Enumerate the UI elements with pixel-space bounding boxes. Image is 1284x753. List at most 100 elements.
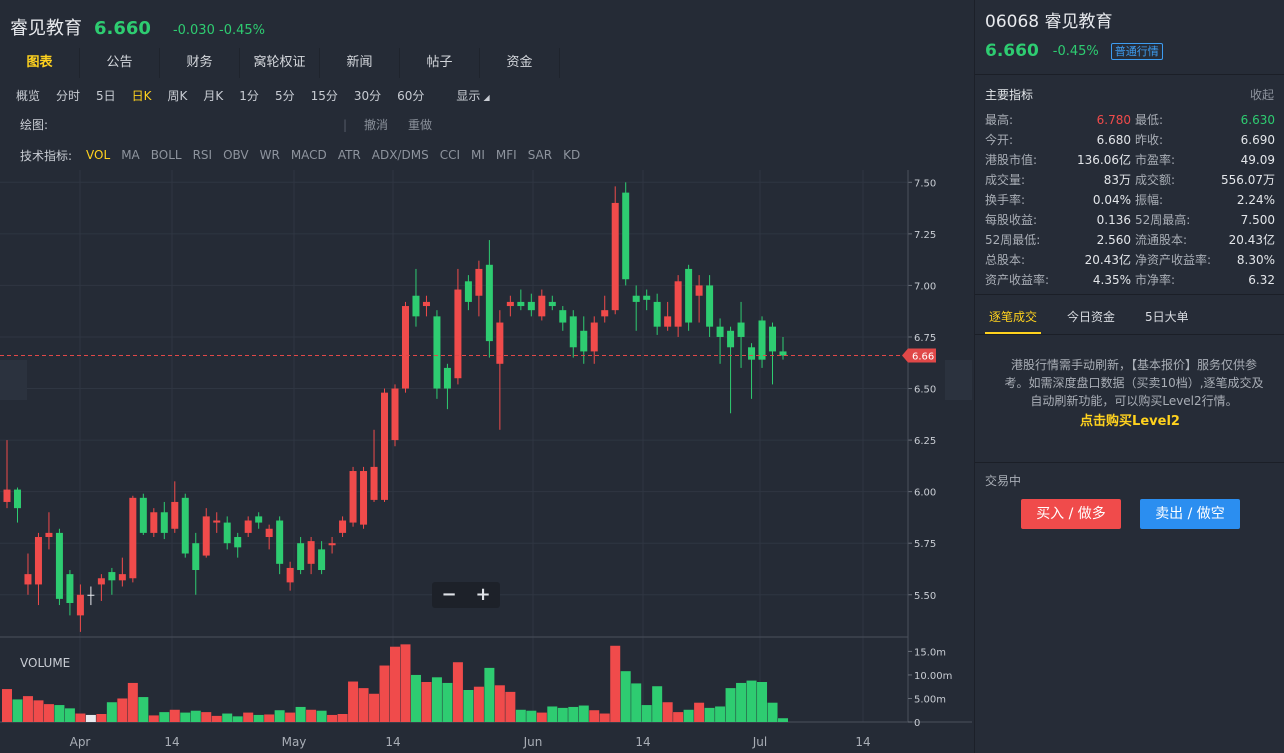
- candle-body: [569, 316, 577, 348]
- period-9[interactable]: 30分: [353, 88, 382, 103]
- quote-type-badge[interactable]: 普通行情: [1110, 42, 1163, 60]
- redo-button[interactable]: 重做: [408, 118, 433, 132]
- period-10[interactable]: 60分: [397, 88, 425, 103]
- period-4[interactable]: 周K: [167, 88, 188, 103]
- tab-6[interactable]: 资金: [480, 48, 560, 78]
- period-2[interactable]: 5日: [96, 88, 116, 103]
- candle-body: [370, 466, 378, 500]
- current-price-label: 6.66: [912, 352, 934, 363]
- metric-row: 52周最低: 2.560 流通股本: 20.43亿: [985, 233, 1275, 247]
- indicator-macd[interactable]: MACD: [290, 148, 327, 162]
- candle-body: [307, 541, 315, 564]
- metric-row: 资产收益率: 4.35% 市净率: 6.32: [985, 273, 1275, 287]
- price-row: 6.660 -0.45% 普通行情: [985, 41, 1163, 61]
- volume-bar: [494, 685, 505, 722]
- indicator-mfi[interactable]: MFI: [495, 148, 517, 162]
- metrics-table: 最高: 6.780 最低: 6.630 今开: 6.680 昨收: 6.690 港股市值: 136…: [985, 110, 1275, 290]
- volume-label: VOLUME: [20, 656, 70, 670]
- collapse-button[interactable]: 收起: [1249, 88, 1274, 102]
- display-dropdown[interactable]: 显示 ◢: [456, 88, 490, 103]
- buy-button[interactable]: 买入 / 做多: [1021, 499, 1121, 529]
- volume-bar: [568, 706, 579, 722]
- tab-4[interactable]: 新闻: [320, 48, 400, 78]
- candle-body: [318, 549, 326, 571]
- indicator-adx-dms[interactable]: ADX/DMS: [371, 148, 429, 162]
- period-1[interactable]: 分时: [56, 88, 81, 103]
- period-7[interactable]: 5分: [274, 88, 295, 103]
- volume-bar: [578, 705, 589, 722]
- candle-body: [34, 537, 42, 585]
- subtab-0[interactable]: 逐笔成交: [985, 304, 1042, 334]
- scroll-right-handle[interactable]: [945, 360, 972, 400]
- time-tick-label: 14: [385, 735, 400, 749]
- volume-bar: [526, 710, 537, 722]
- scroll-left-handle[interactable]: [0, 360, 27, 400]
- time-tick-label: Apr: [70, 735, 91, 749]
- candle-body: [129, 497, 137, 579]
- volume-bar: [767, 702, 778, 722]
- indicator-kd[interactable]: KD: [563, 148, 581, 162]
- candle-body: [779, 351, 787, 356]
- volume-tick-label: 15.0m: [914, 647, 946, 658]
- period-5[interactable]: 月K: [203, 88, 224, 103]
- subtab-1[interactable]: 今日资金: [1067, 310, 1116, 324]
- subtab-2[interactable]: 5日大单: [1145, 310, 1189, 324]
- draw-toolbar: 绘图: | 撤消 重做: [0, 112, 972, 138]
- time-tick-label: May: [282, 735, 307, 749]
- candle-body: [360, 471, 368, 525]
- tab-2[interactable]: 财务: [160, 48, 240, 78]
- tab-5[interactable]: 帖子: [400, 48, 480, 78]
- tab-3[interactable]: 窝轮权证: [240, 48, 320, 78]
- volume-bar: [610, 645, 621, 722]
- stock-title: 06068 睿见教育: [985, 12, 1113, 32]
- volume-bar: [484, 667, 495, 722]
- candle-body: [716, 326, 724, 337]
- candle-body: [202, 516, 210, 556]
- price-tick-label: 7.00: [914, 281, 936, 292]
- stock-name: 睿见教育: [10, 18, 82, 39]
- period-3[interactable]: 日K: [131, 88, 152, 103]
- period-6[interactable]: 1分: [239, 88, 259, 103]
- price-tick-label: 7.25: [914, 230, 936, 241]
- tab-1[interactable]: 公告: [80, 48, 160, 78]
- divider: |: [343, 118, 348, 132]
- zoom-out-button[interactable]: −: [441, 584, 457, 605]
- candle-body: [401, 306, 409, 389]
- price-tick-label: 6.75: [914, 333, 936, 344]
- candlestick-chart[interactable]: 7.50 7.25 7.00 6.75 6.50 6.25 6.00 5.75 5.50 15.0…: [0, 170, 972, 753]
- indicator-wr[interactable]: WR: [259, 148, 280, 162]
- zoom-in-button[interactable]: +: [475, 584, 491, 605]
- indicator-ma[interactable]: MA: [121, 148, 140, 162]
- volume-bar: [12, 699, 23, 722]
- indicator-rsi[interactable]: RSI: [192, 148, 213, 162]
- volume-bar: [704, 707, 715, 722]
- candle-body: [328, 543, 336, 546]
- candle-body: [548, 301, 556, 307]
- volume-bar: [431, 677, 442, 722]
- volume-bar: [379, 665, 390, 722]
- undo-button[interactable]: 撤消: [364, 118, 389, 132]
- metric-row: 换手率: 0.04% 振幅: 2.24%: [985, 193, 1275, 207]
- candle-body: [559, 310, 567, 323]
- volume-bar: [505, 691, 516, 722]
- buy-level2-link[interactable]: 点击购买Level2: [1080, 414, 1180, 429]
- indicator-mi[interactable]: MI: [471, 148, 485, 162]
- indicator-atr[interactable]: ATR: [337, 148, 361, 162]
- volume-bar: [358, 688, 369, 722]
- candle-body: [24, 574, 32, 585]
- volume-bar: [725, 688, 736, 722]
- caret-icon: ◢: [483, 92, 490, 102]
- candle-body: [213, 520, 221, 523]
- indicator-sar[interactable]: SAR: [527, 148, 553, 162]
- period-8[interactable]: 15分: [310, 88, 338, 103]
- indicator-vol[interactable]: VOL: [86, 148, 111, 162]
- trading-status: 交易中: [985, 474, 1022, 488]
- indicator-cci[interactable]: CCI: [439, 148, 460, 162]
- tab-0[interactable]: 图表: [0, 48, 80, 78]
- indicator-boll[interactable]: BOLL: [150, 148, 182, 162]
- period-0[interactable]: 概览: [16, 88, 41, 103]
- indicator-obv[interactable]: OBV: [223, 148, 249, 162]
- candle-body: [244, 520, 252, 533]
- volume-bar: [127, 682, 138, 722]
- sell-button[interactable]: 卖出 / 做空: [1140, 499, 1240, 529]
